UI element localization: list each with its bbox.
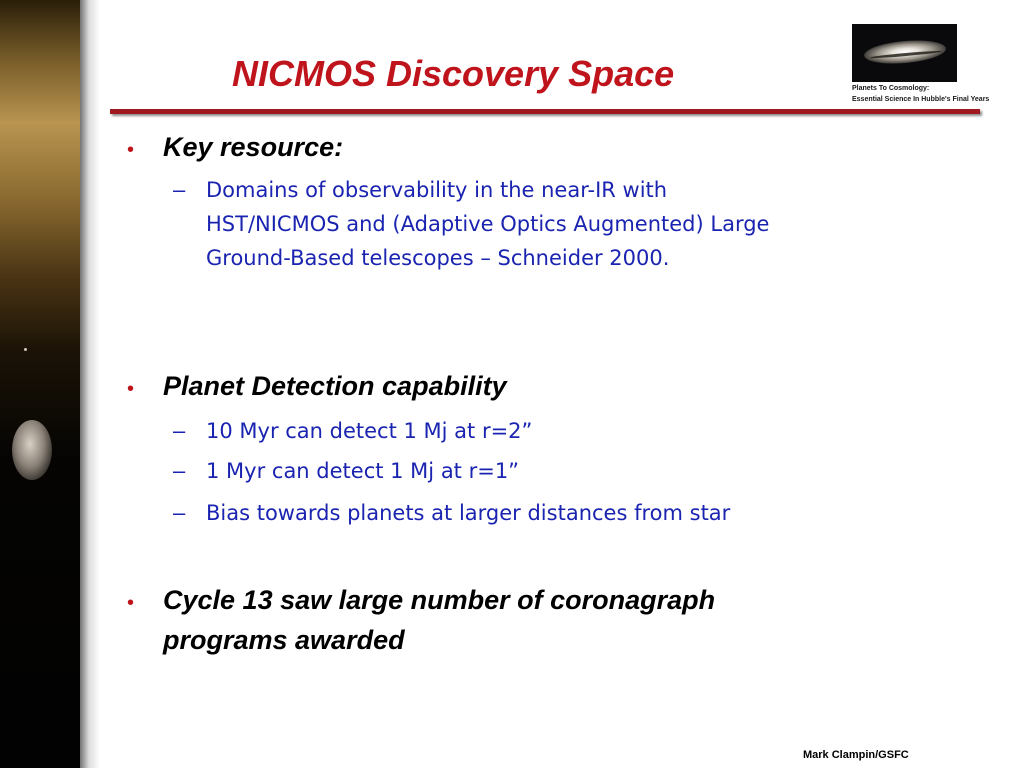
section-1-item-1-line-1: Domains of observability in the near-IR …	[206, 178, 668, 202]
section-2-item-2: 1 Myr can detect 1 Mj at r=1”	[206, 459, 520, 483]
star-dot	[24, 348, 27, 351]
section-1-item-1-line-2: HST/NICMOS and (Adaptive Optics Augmente…	[206, 212, 770, 236]
logo-line-2: Essential Science In Hubble's Final Year…	[852, 96, 990, 103]
bullet-1: •	[127, 139, 135, 161]
sombrero-galaxy-image	[852, 24, 957, 82]
dash-2-3: –	[173, 500, 186, 525]
left-decorative-band	[0, 0, 80, 768]
logo-line-1: Planets To Cosmology:	[852, 85, 930, 92]
dash-2-2: –	[173, 458, 186, 483]
title-divider	[110, 109, 980, 114]
band-shadow	[80, 0, 100, 768]
section-3-heading-line-1: Cycle 13 saw large number of coronagraph	[163, 585, 716, 615]
section-2-heading: Planet Detection capability	[163, 371, 507, 401]
section-1-item-1-line-3: Ground-Based telescopes – Schneider 2000…	[206, 246, 670, 270]
section-3-heading-line-2: programs awarded	[163, 625, 405, 655]
section-2-item-1: 10 Myr can detect 1 Mj at r=2”	[206, 419, 533, 443]
footer-credit: Mark Clampin/GSFC	[803, 749, 909, 761]
bullet-2: •	[127, 378, 135, 400]
dash-1-1: –	[173, 177, 186, 202]
section-1-heading: Key resource:	[163, 132, 344, 162]
slide-title: NICMOS Discovery Space	[232, 53, 675, 94]
bullet-3: •	[127, 592, 135, 614]
section-2-item-3: Bias towards planets at larger distances…	[206, 501, 731, 525]
dash-2-1: –	[173, 418, 186, 443]
conference-logo: Planets To Cosmology: Essential Science …	[852, 24, 1004, 108]
moon-image	[12, 420, 52, 480]
